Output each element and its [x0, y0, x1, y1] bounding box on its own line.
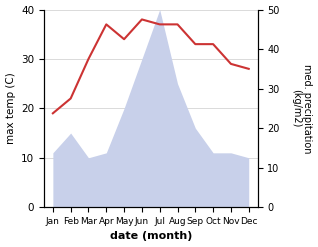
Y-axis label: med. precipitation
(kg/m2): med. precipitation (kg/m2) — [291, 64, 313, 153]
Y-axis label: max temp (C): max temp (C) — [5, 72, 16, 144]
X-axis label: date (month): date (month) — [110, 231, 192, 242]
